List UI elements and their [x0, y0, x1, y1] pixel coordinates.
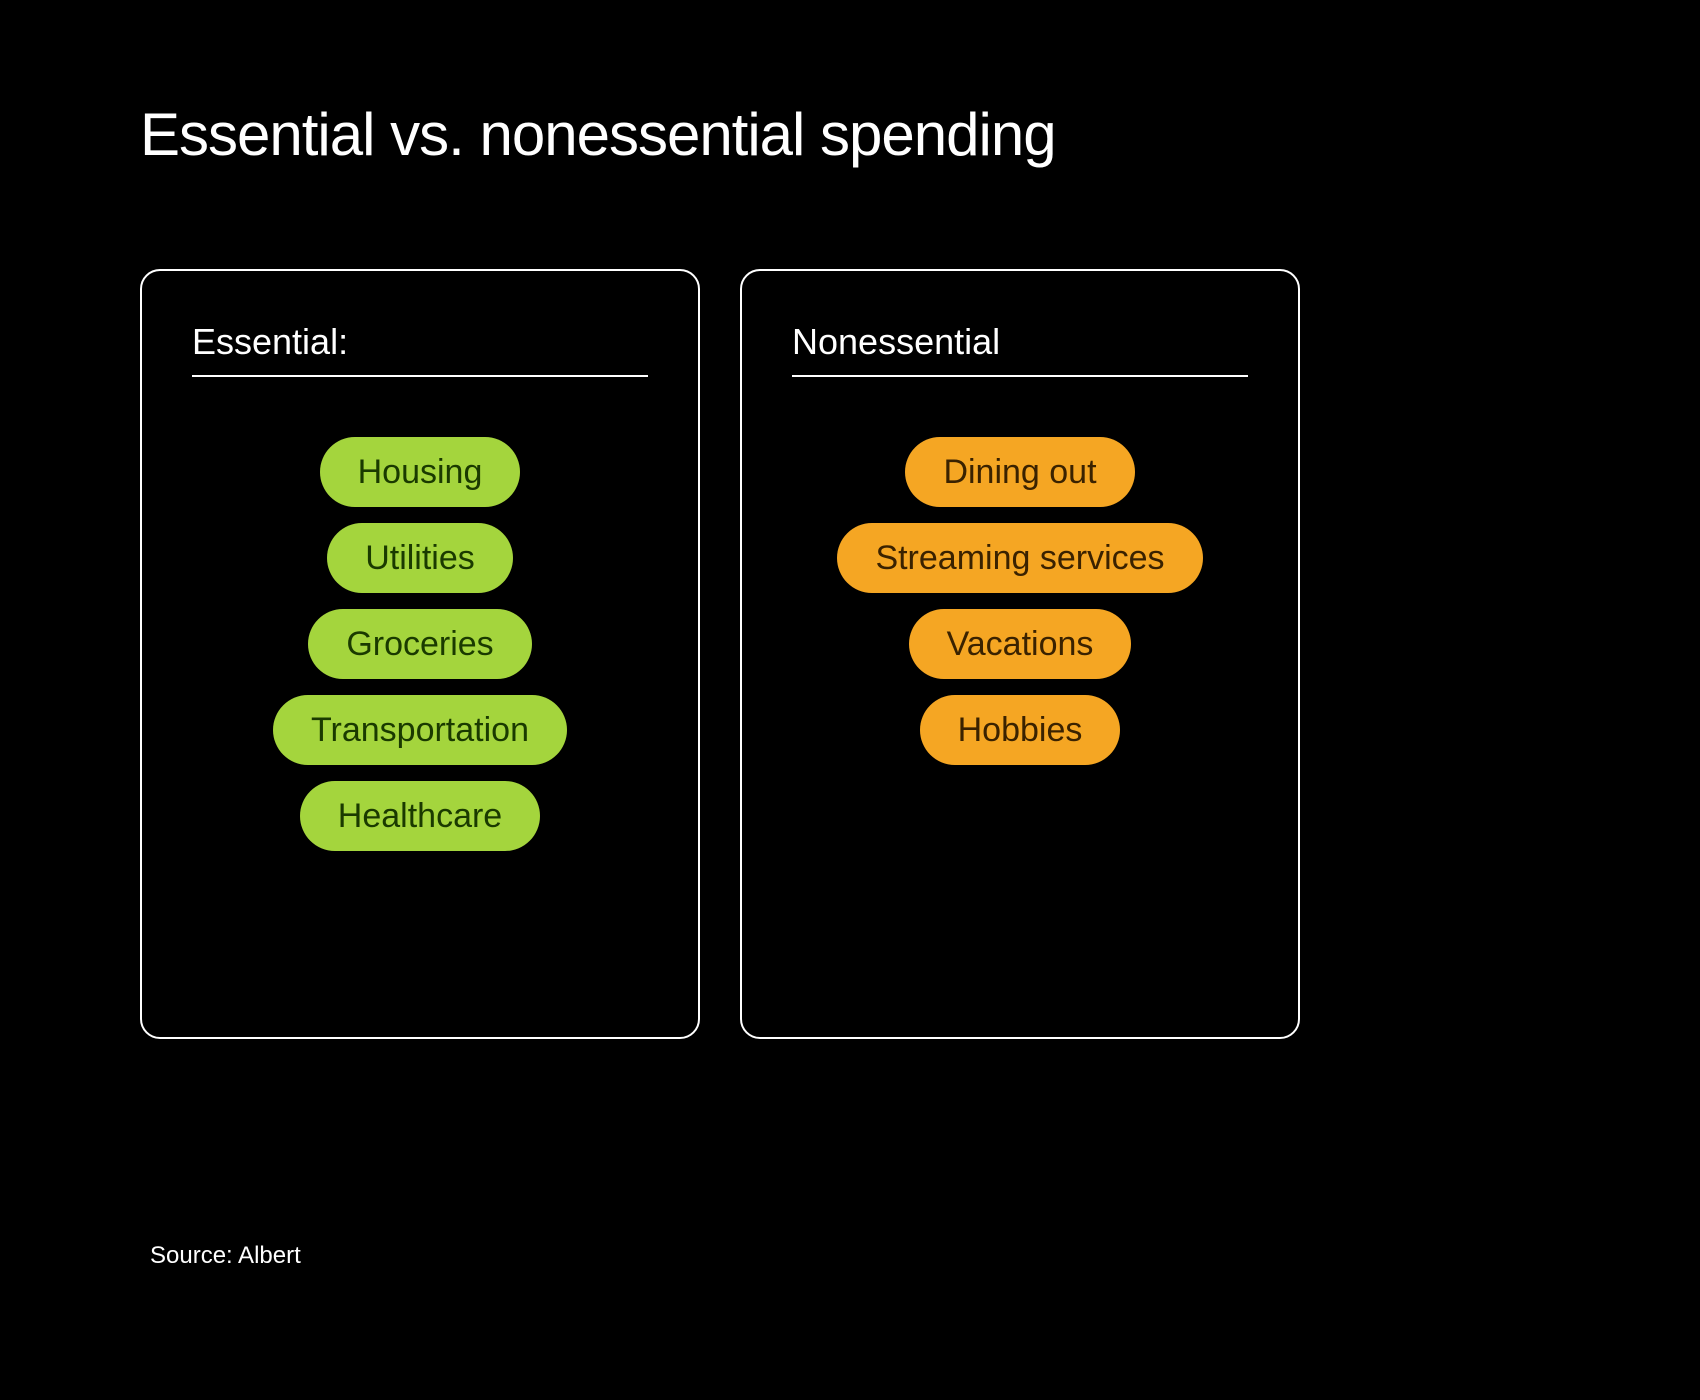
source-attribution: Source: Albert — [150, 1242, 301, 1270]
pill-item: Healthcare — [300, 781, 540, 851]
pill-item: Streaming services — [837, 523, 1202, 593]
pill-item: Utilities — [327, 523, 513, 593]
pill-item: Housing — [320, 437, 521, 507]
pills-container-nonessential: Dining out Streaming services Vacations … — [792, 437, 1248, 765]
infographic-title: Essential vs. nonessential spending — [140, 100, 1560, 169]
pill-item: Vacations — [909, 609, 1132, 679]
pills-container-essential: Housing Utilities Groceries Transportati… — [192, 437, 648, 851]
pill-item: Hobbies — [920, 695, 1121, 765]
panel-header-nonessential: Nonessential — [792, 321, 1248, 377]
pill-item: Dining out — [905, 437, 1134, 507]
panels-container: Essential: Housing Utilities Groceries T… — [140, 269, 1560, 1039]
pill-item: Transportation — [273, 695, 567, 765]
panel-essential: Essential: Housing Utilities Groceries T… — [140, 269, 700, 1039]
pill-item: Groceries — [308, 609, 531, 679]
panel-header-essential: Essential: — [192, 321, 648, 377]
panel-nonessential: Nonessential Dining out Streaming servic… — [740, 269, 1300, 1039]
